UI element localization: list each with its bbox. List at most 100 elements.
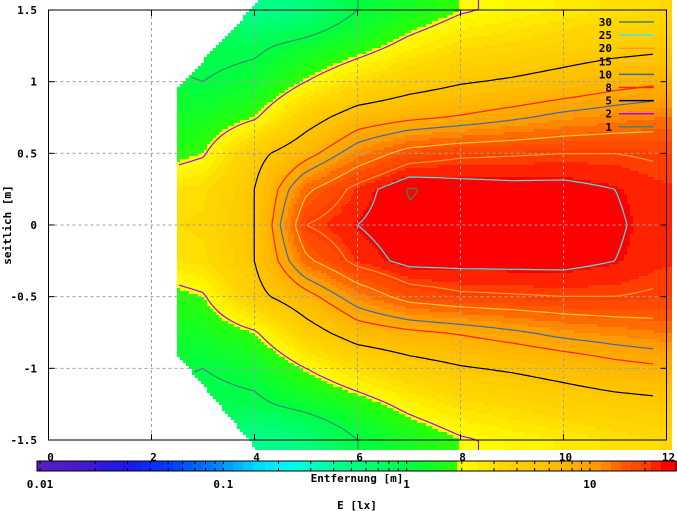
heat-cell	[276, 132, 288, 135]
heat-cell	[258, 252, 264, 255]
heat-cell	[549, 342, 606, 345]
heat-cell	[273, 135, 282, 138]
heat-cell	[309, 372, 327, 375]
heat-cell	[369, 309, 393, 312]
heat-cell	[432, 156, 672, 159]
heat-cell	[408, 183, 423, 186]
heat-cell	[243, 156, 249, 159]
heat-cell	[294, 204, 300, 207]
heat-cell	[522, 345, 570, 348]
heat-cell	[261, 243, 267, 246]
heat-cell	[294, 135, 303, 138]
heat-cell	[243, 273, 252, 276]
heat-cell	[294, 444, 312, 447]
heat-cell	[546, 135, 672, 138]
contour-line-30	[406, 187, 418, 201]
heat-cell	[198, 309, 213, 312]
heat-cell	[591, 180, 663, 183]
heat-cell	[270, 318, 282, 321]
heat-cell	[192, 354, 204, 357]
heat-cell	[345, 360, 363, 363]
heat-cell	[414, 375, 447, 378]
heat-cell	[360, 420, 378, 423]
heat-cell	[279, 276, 288, 279]
colorbar-segment	[161, 461, 163, 471]
heat-cell	[294, 297, 306, 300]
heat-cell	[315, 72, 333, 75]
heat-cell	[417, 441, 438, 444]
heat-cell	[378, 3, 396, 6]
heat-cell	[252, 6, 261, 9]
heat-cell	[279, 324, 291, 327]
heat-cell	[426, 42, 453, 45]
heat-cell	[282, 318, 291, 321]
heat-cell	[258, 198, 264, 201]
heat-cell	[624, 258, 672, 261]
heat-cell	[597, 45, 672, 48]
colorbar-segment	[321, 461, 323, 471]
heat-cell	[282, 237, 288, 240]
heat-cell	[399, 273, 648, 276]
heat-cell	[207, 189, 222, 192]
heat-cell	[408, 243, 417, 246]
heat-cell	[231, 225, 246, 228]
heat-cell	[177, 156, 189, 159]
heat-cell	[336, 15, 348, 18]
heat-cell	[291, 198, 297, 201]
heat-cell	[399, 45, 420, 48]
heat-cell	[399, 228, 564, 231]
heat-cell	[315, 198, 333, 201]
heat-cell	[330, 420, 345, 423]
heat-cell	[294, 210, 300, 213]
colorbar-segment	[145, 461, 147, 471]
heat-cell	[348, 315, 363, 318]
heat-cell	[207, 291, 216, 294]
heat-cell	[201, 285, 213, 288]
colorbar-segment	[405, 461, 407, 471]
heat-cell	[204, 135, 216, 138]
heat-cell	[525, 432, 576, 435]
heat-cell	[300, 114, 312, 117]
heat-cell	[258, 84, 270, 87]
heat-cell	[327, 318, 339, 321]
heat-cell	[249, 306, 261, 309]
heat-cell	[372, 21, 390, 24]
heat-cell	[255, 315, 267, 318]
colorbar-segment	[85, 461, 87, 471]
heat-cell	[324, 351, 339, 354]
heat-cell	[276, 165, 285, 168]
heat-cell	[207, 279, 216, 282]
heat-cell	[645, 381, 672, 384]
heat-cell	[213, 396, 264, 399]
heat-cell	[429, 339, 483, 342]
heat-cell	[417, 18, 438, 21]
heat-cell	[288, 345, 300, 348]
heat-cell	[450, 33, 492, 36]
heat-cell	[381, 177, 402, 180]
heat-cell	[456, 69, 519, 72]
heat-cell	[204, 327, 222, 330]
heat-cell	[522, 117, 573, 120]
heat-cell	[294, 381, 309, 384]
colorbar-segment	[235, 461, 237, 471]
colorbar-segment	[539, 461, 541, 471]
colorbar-segment	[423, 461, 425, 471]
colorbar-segment	[413, 461, 415, 471]
heat-cell	[249, 186, 258, 189]
heat-cell	[258, 405, 282, 408]
heat-cell	[258, 246, 264, 249]
heat-cell	[300, 345, 309, 348]
colorbar-segment	[393, 461, 395, 471]
heat-cell	[273, 348, 282, 351]
heat-cell	[261, 3, 294, 6]
heat-cell	[282, 159, 291, 162]
heat-cell	[426, 405, 453, 408]
heat-cell	[270, 261, 276, 264]
colorbar-segment	[615, 461, 617, 471]
heat-cell	[198, 369, 207, 372]
heat-cell	[267, 321, 276, 324]
heat-cell	[249, 159, 258, 162]
heat-cell	[204, 93, 234, 96]
heat-cell	[339, 129, 354, 132]
heat-cell	[438, 3, 459, 6]
